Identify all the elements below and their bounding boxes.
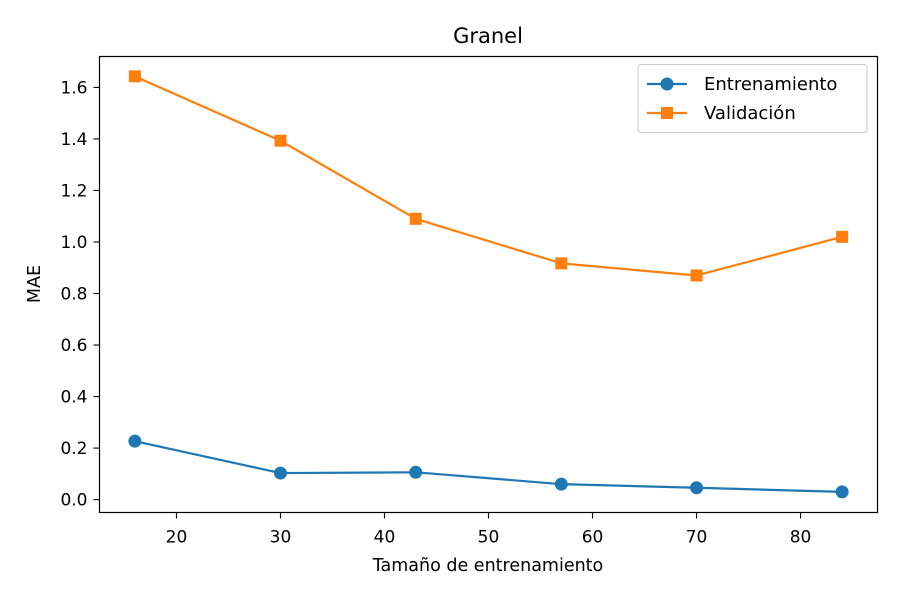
y-tick-label: 0.8 [60, 285, 87, 305]
data-point-validacion [555, 257, 568, 270]
legend-label-validacion: Validación [704, 103, 796, 124]
data-point-validacion [274, 134, 287, 147]
y-axis-ticks: 0.0 0.2 0.4 0.6 0.8 1.0 1.2 1.4 1.6 [60, 78, 100, 511]
data-point-entrenamiento [273, 466, 287, 480]
x-tick-label: 40 [374, 528, 396, 548]
x-tick-label: 80 [790, 528, 812, 548]
data-point-entrenamiento [690, 481, 704, 495]
x-tick-label: 20 [166, 528, 188, 548]
legend-marker-entrenamiento [660, 77, 674, 91]
x-tick-label: 50 [478, 528, 500, 548]
y-tick-label: 1.6 [60, 78, 87, 98]
series-line-entrenamiento [134, 440, 843, 493]
y-tick-label: 1.0 [60, 233, 87, 253]
data-point-validacion [836, 230, 849, 243]
y-tick-label: 1.4 [60, 130, 87, 150]
data-point-entrenamiento [128, 434, 142, 448]
data-point-entrenamiento [554, 477, 568, 491]
legend-marker-validacion [661, 107, 673, 119]
data-point-entrenamiento [835, 485, 849, 499]
data-point-validacion [690, 269, 703, 282]
data-point-entrenamiento [409, 465, 423, 479]
legend: Entrenamiento Validación [637, 64, 868, 133]
x-axis-label: Tamaño de entrenamiento [372, 556, 604, 576]
data-point-validacion [409, 212, 422, 225]
y-tick-label: 1.2 [60, 181, 87, 201]
x-axis-ticks: 20 30 40 50 60 70 80 [166, 512, 812, 548]
x-tick-label: 30 [270, 528, 292, 548]
series-line-validacion [134, 75, 843, 277]
legend-box [637, 64, 868, 133]
y-tick-label: 0.2 [60, 439, 87, 459]
series-layer [128, 70, 849, 499]
y-tick-label: 0.0 [60, 491, 87, 511]
chart-title: Granel [453, 24, 523, 48]
data-point-validacion [128, 70, 141, 83]
x-tick-label: 60 [582, 528, 604, 548]
y-tick-label: 0.6 [60, 336, 87, 356]
x-tick-label: 70 [686, 528, 708, 548]
y-axis-label: MAE [25, 265, 45, 303]
legend-label-entrenamiento: Entrenamiento [704, 74, 837, 95]
y-tick-label: 0.4 [60, 388, 87, 408]
